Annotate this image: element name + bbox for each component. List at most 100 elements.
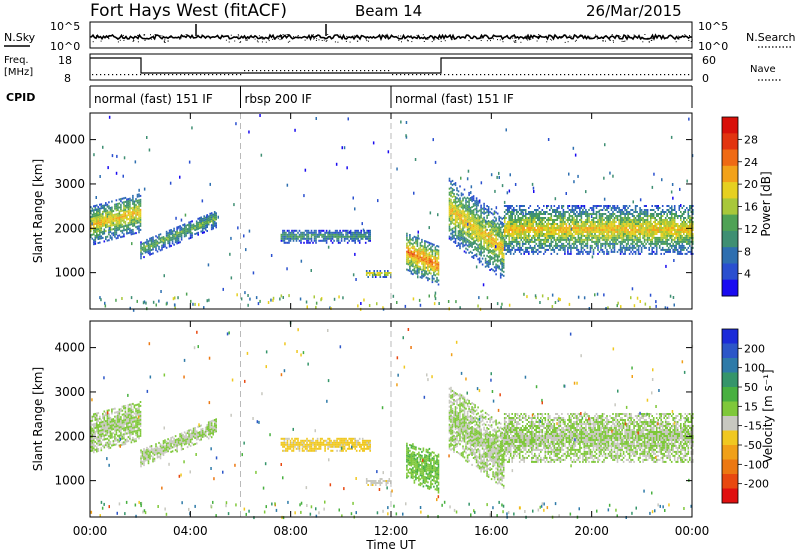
echo-cell (428, 259, 431, 262)
nsearch-point (603, 38, 605, 39)
echo-cell (570, 252, 572, 255)
echo-cell (189, 222, 192, 225)
echo-cell (550, 234, 553, 237)
echo-cell (654, 240, 656, 243)
echo-cell (325, 231, 328, 234)
echo-cell (304, 229, 307, 232)
echo-cell (412, 273, 414, 276)
echo-cell (409, 255, 411, 258)
echo-cell (156, 244, 159, 247)
echo-cell (143, 246, 145, 249)
echo-cell (349, 233, 352, 236)
echo-cell (450, 210, 452, 213)
echo-cell (538, 233, 541, 235)
echo-cell (672, 217, 674, 219)
echo-cell (601, 225, 604, 227)
echo-cell (628, 246, 631, 249)
echo-cell (553, 231, 556, 233)
echo-cell (94, 206, 97, 209)
echo-cell (364, 241, 367, 244)
echo-cell (681, 229, 684, 231)
echo-cell (502, 230, 505, 233)
nsearch-point (287, 41, 289, 43)
echo-cell (568, 227, 571, 229)
echo-cell (598, 240, 601, 243)
echo-cell (592, 225, 595, 227)
echo-cell (424, 266, 426, 268)
echo-cell (549, 213, 551, 215)
echo-cell (333, 231, 335, 234)
echo-cell (179, 231, 181, 234)
echo-cell (161, 244, 163, 247)
echo-cell (431, 261, 434, 264)
nsearch-point (493, 38, 494, 40)
echo-cell (468, 205, 470, 208)
echo-cell (480, 246, 482, 249)
echo-cell (322, 235, 325, 238)
echo-cell (521, 248, 524, 251)
echo-cell (667, 233, 670, 235)
echo-cell (558, 215, 560, 217)
echo-cell (139, 212, 142, 215)
echo-cell (645, 238, 647, 241)
echo-cell (97, 216, 100, 219)
echo-cell (361, 233, 364, 236)
echo-cell (457, 204, 460, 207)
echo-cell (661, 223, 664, 225)
echo-cell (622, 213, 625, 215)
echo-cell (460, 200, 463, 203)
echo-cell (520, 236, 522, 239)
nave-point (128, 74, 130, 76)
echo-cell (135, 216, 137, 219)
echo-cell (643, 234, 646, 237)
echo-cell (159, 241, 162, 244)
echo-cell (543, 229, 545, 231)
echo-cell (103, 206, 106, 209)
echo-cell (489, 235, 491, 238)
echo-cell (607, 229, 610, 231)
echo-cell (466, 240, 469, 243)
echo-cell (300, 231, 302, 234)
echo-cell (637, 215, 640, 217)
echo-cell (94, 242, 97, 245)
echo-cell (573, 244, 575, 247)
echo-cell (640, 227, 643, 229)
echo-cell (606, 207, 608, 209)
echo-cell (607, 242, 610, 245)
echo-cell (506, 213, 509, 215)
echo-cell (406, 260, 408, 263)
echo-cell (483, 246, 485, 249)
echo-cell (598, 236, 601, 239)
echo-cell (477, 214, 479, 217)
echo-cell (559, 211, 562, 213)
echo-cell (150, 237, 153, 239)
echo-cell (502, 252, 505, 255)
echo-cell (477, 258, 479, 261)
echo-cell (498, 235, 500, 238)
echo-cell (213, 224, 216, 227)
echo-cell (580, 233, 583, 235)
echo-cell (658, 223, 661, 225)
echo-cell (670, 244, 673, 247)
echo-cell (628, 205, 631, 207)
echo-cell (573, 205, 575, 207)
nsearch-point (163, 40, 165, 42)
echo-cell (337, 237, 340, 240)
echo-cell (477, 230, 479, 233)
echo-cell (586, 215, 589, 217)
echo-cell (503, 238, 506, 241)
echo-cell (123, 211, 125, 214)
nave-point (160, 74, 162, 76)
echo-cell (532, 221, 535, 223)
echo-cell (506, 209, 509, 211)
echo-cell (603, 213, 605, 215)
echo-cell (130, 233, 133, 236)
echo-cell (450, 180, 452, 183)
echo-cell (616, 234, 619, 237)
echo-cell (437, 251, 440, 254)
echo-cell (322, 229, 325, 232)
echo-cell (558, 217, 560, 219)
echo-cell (547, 217, 550, 219)
echo-cell (424, 250, 426, 253)
nave-point (656, 74, 658, 76)
